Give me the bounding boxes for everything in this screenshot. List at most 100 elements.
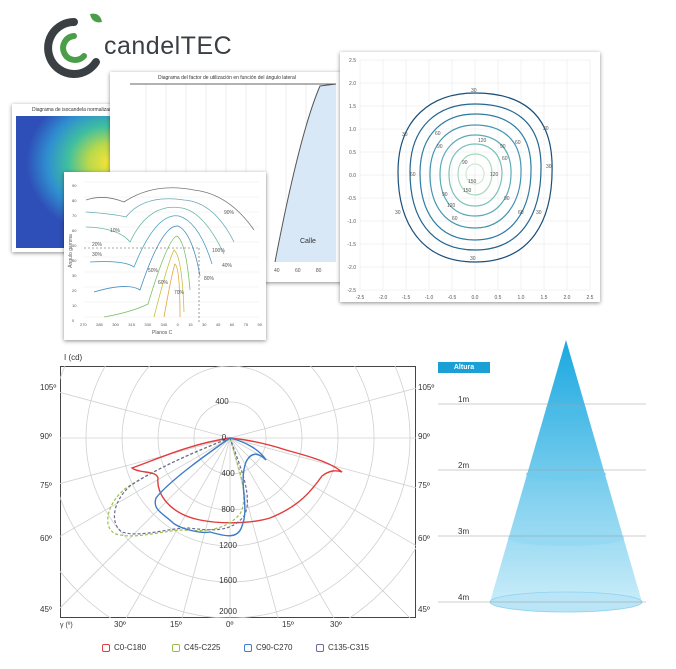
cone-header: Altura [438,362,490,373]
cone-level-label: 1m [458,395,470,404]
legend-label: C90-C270 [256,643,293,652]
isolux-contour-label: 30 [395,210,401,216]
y-tick: 40 [72,258,77,263]
y-tick: 1.5 [349,104,356,110]
polar-gamma-label: γ (º) [60,622,73,629]
cone-level-label: 3m [458,527,470,536]
contour-label: 40% [222,263,233,269]
legend-label: C135-C315 [328,643,369,652]
cone-level-label: 2m [458,461,470,470]
logo-text: candelTEC [104,32,233,60]
contour-label: 90% [224,210,235,216]
isolux-contour-label: 30 [471,88,477,94]
angle-label: 0º [226,620,234,629]
isolux-contour-label: 60 [502,156,508,162]
isolux-contour-label: 60 [515,140,521,146]
legend-item-c90: C90-C270 [244,643,292,652]
isolux-contour-label: 60 [410,172,416,178]
isolux-contour-label: 30 [546,164,552,170]
contour-label: 100% [212,248,225,254]
y-tick: 80 [72,198,77,203]
x-tick: -2.0 [379,295,388,301]
y-tick: 50 [72,243,77,248]
y-tick: 20 [72,288,77,293]
legend-swatch-icon [102,643,110,652]
x-tick: 40 [274,268,280,274]
utilization-title: Diagrama del factor de utilización en fu… [158,75,296,81]
x-tick: -2.5 [356,295,365,301]
x-tick: 0.5 [495,295,502,301]
y-tick: 0.5 [349,150,356,156]
x-tick: -0.5 [448,295,457,301]
utilization-region-label: Calle [300,238,316,245]
contour-label: 80% [204,276,215,282]
legend-swatch-icon [316,643,324,652]
gamma-contour-panel: 10% 20% 30% 40% 50% 60% 70% 80% 90% 100%… [64,172,266,340]
x-tick: 2.5 [587,295,594,301]
contour-y-ticks: 90 80 70 60 50 40 30 20 10 0 [72,178,76,328]
isolux-contour-label: 120 [490,172,499,178]
angle-label: 90º [40,432,52,441]
angle-label: 90º [418,432,430,441]
angle-label: 60º [418,534,430,543]
x-tick: 330 [144,322,152,327]
y-tick: 30 [72,273,77,278]
legend-item-c0: C0-C180 [102,643,146,652]
x-tick: 270 [80,322,87,327]
isolux-contour-label: 90 [462,160,468,166]
x-tick: 75 [243,322,249,327]
y-tick: -1.0 [347,219,356,225]
x-tick: -1.5 [402,295,411,301]
angle-label: 15º [170,620,182,629]
angle-label: 30º [330,620,342,629]
x-tick: 15 [188,322,193,327]
y-tick: 90 [72,183,77,188]
isolux-contour-label: 30 [543,126,549,132]
contour-label: 20% [92,242,103,248]
isolux-contour-label: 120 [478,138,487,144]
x-tick: 45 [215,322,221,327]
y-tick: 70 [72,213,77,218]
y-tick: 2.5 [349,58,356,64]
contour-x-label: Planos C [152,330,173,336]
y-tick: 2.0 [349,81,356,87]
isolux-contour-label: 150 [468,179,477,185]
y-tick: 1.0 [349,127,356,133]
polar-unit-label: I (cd) [64,353,83,362]
y-tick: -2.5 [347,288,356,294]
angle-label: 75º [418,481,430,490]
isolux-contour-label: 120 [447,203,456,209]
legend-label: C45-C225 [184,643,221,652]
angle-label: 45º [418,605,430,614]
angle-label: 45º [40,605,52,614]
x-tick: 2.0 [564,295,571,301]
y-tick: 0.0 [349,173,356,179]
utilization-x-ticks: 40 60 80 [274,268,321,274]
legend-label: C0-C180 [114,643,147,652]
isocandela-title: Diagrama de isocandela normalizada [32,107,115,113]
logo-mark-icon [44,13,102,78]
isolux-contour-label: 30 [470,256,476,262]
contour-label: 60% [158,280,169,286]
light-cone [438,340,646,613]
isolux-contour-label: 90 [500,144,506,150]
isolux-contour-label: 90 [437,144,443,150]
polar-diagram: 400 0 400 800 1200 1600 2000 [60,366,416,618]
x-tick: 0 [176,322,179,327]
angle-label: 15º [282,620,294,629]
x-tick: 1.5 [541,295,548,301]
y-tick: 0 [72,318,75,323]
isolux-contour-label: 30 [402,132,408,138]
x-tick: 30 [202,322,207,327]
x-tick: 90 [257,322,262,327]
legend-item-c135: C135-C315 [316,643,369,652]
radial-value-label: 2000 [219,607,237,616]
contour-label: 10% [110,228,121,234]
x-tick: 300 [112,322,119,327]
isolux-contour-label: 90 [504,196,510,202]
radial-value-label: 1200 [219,541,237,550]
contour-label: 30% [92,252,103,258]
angle-label: 30º [114,620,126,629]
x-tick: 315 [128,322,135,327]
radial-value-label: 800 [221,505,235,514]
